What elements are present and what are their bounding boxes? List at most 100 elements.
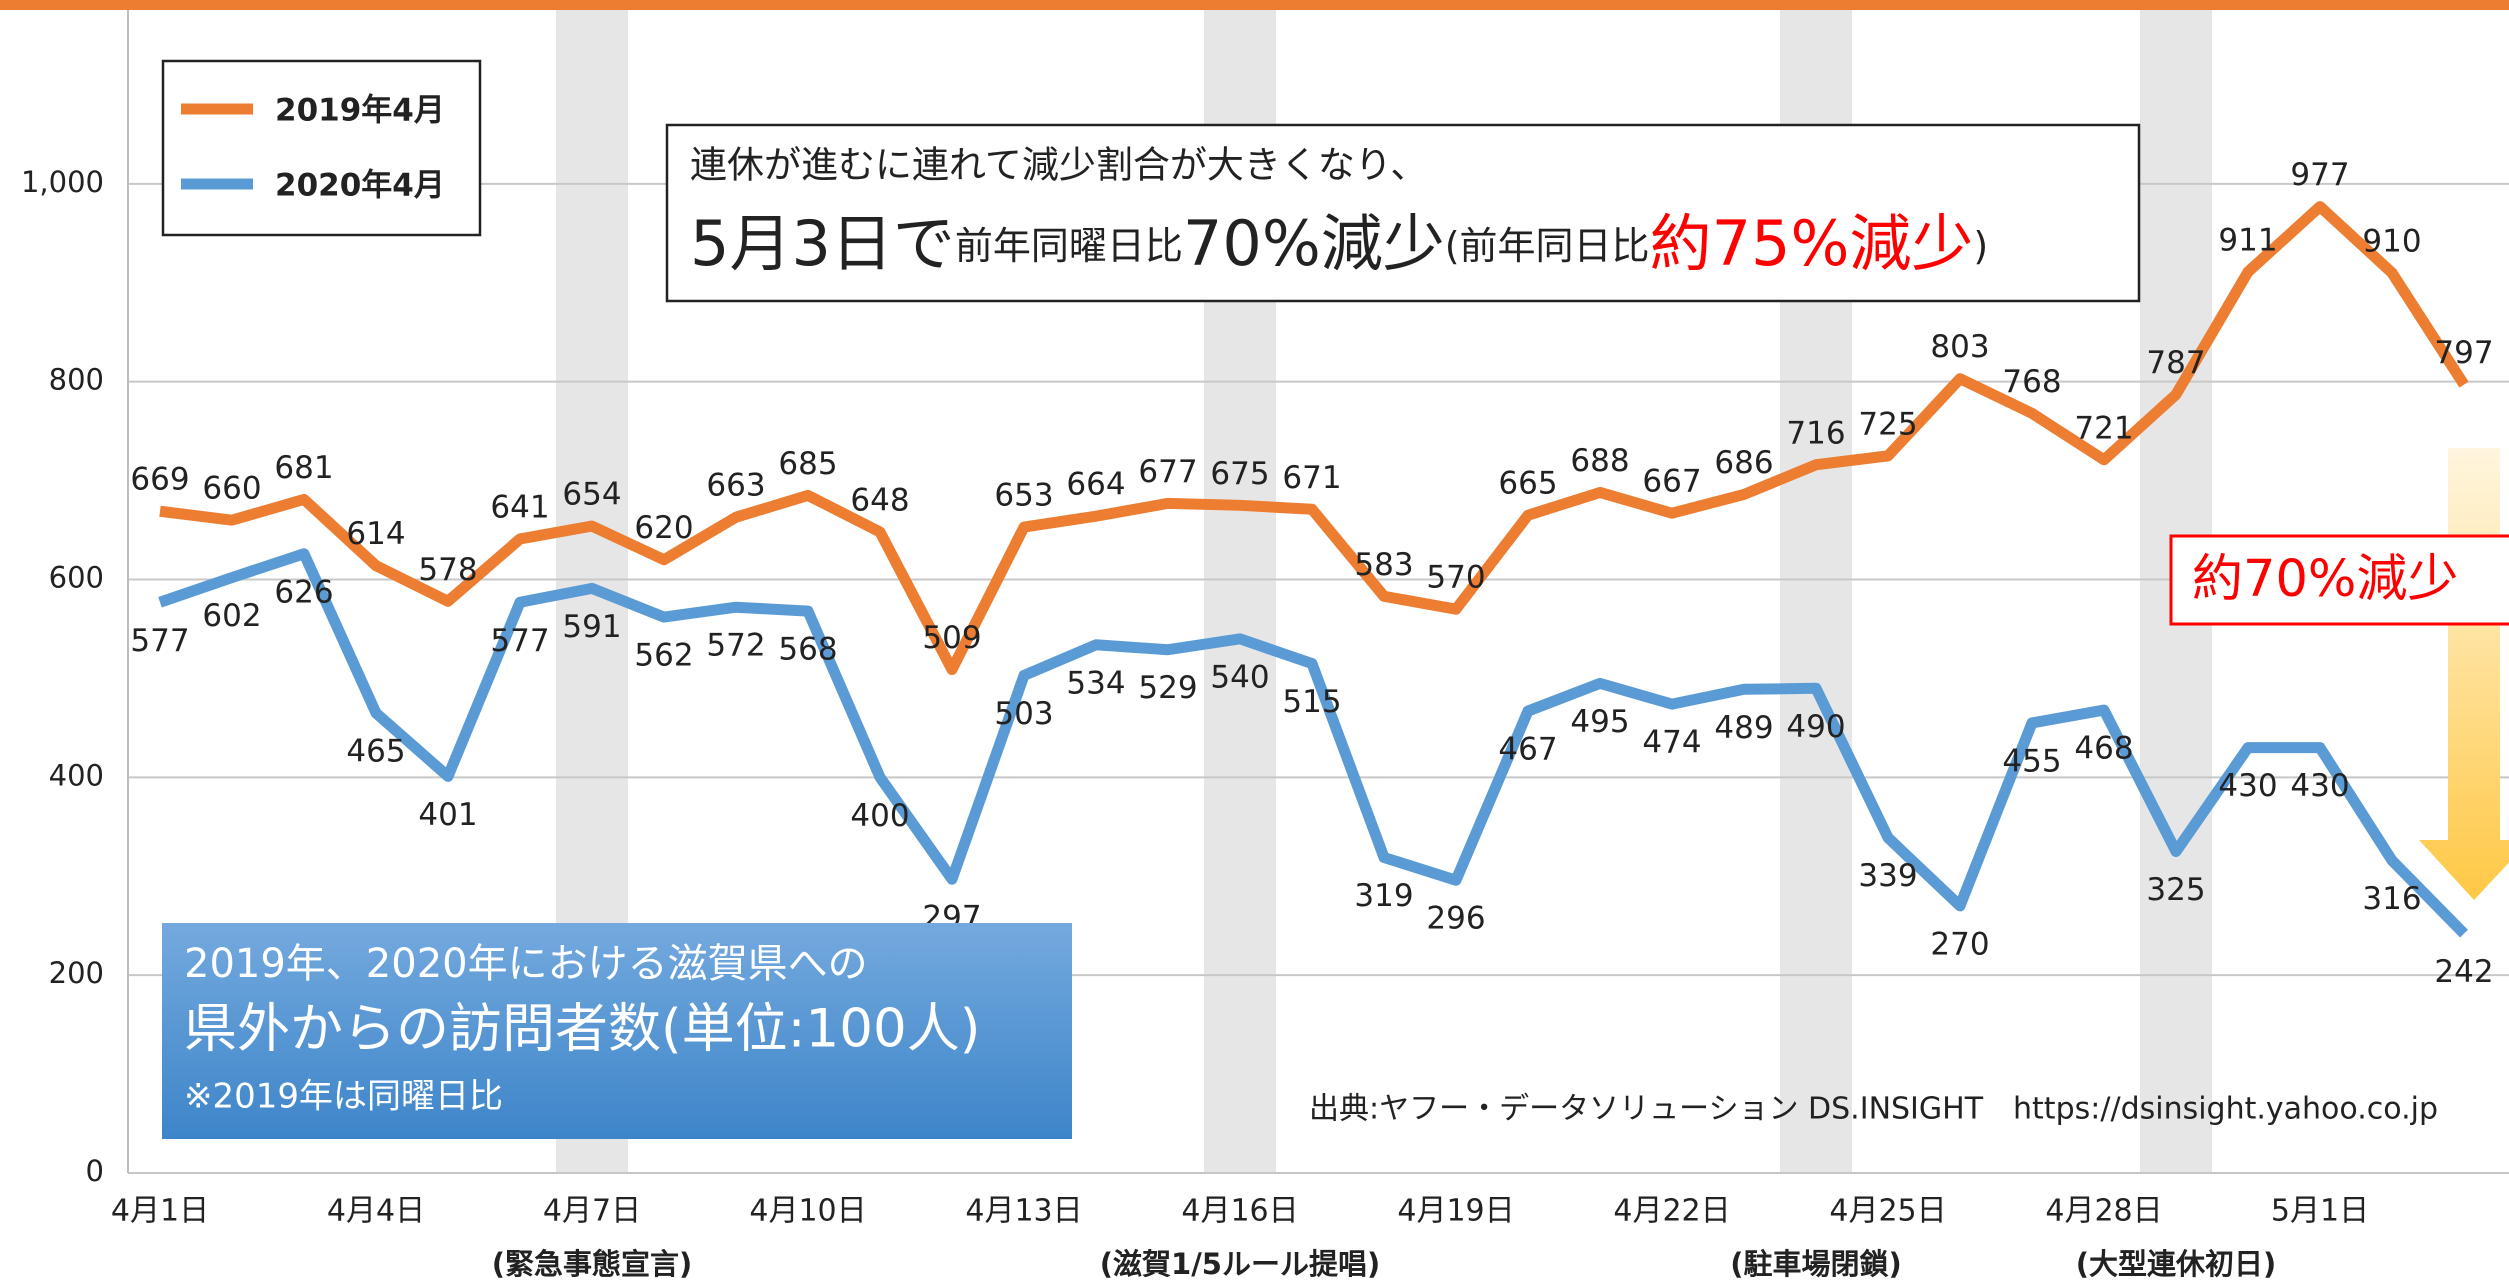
x-tick-label: 4月22日 bbox=[1613, 1194, 1730, 1229]
data-label: 675 bbox=[1210, 456, 1269, 492]
y-tick-label: 200 bbox=[49, 956, 104, 990]
data-label: 686 bbox=[1714, 445, 1773, 481]
data-label: 474 bbox=[1642, 725, 1701, 761]
callout-part: 前年同曜日比 bbox=[955, 224, 1183, 268]
data-label: 681 bbox=[274, 450, 333, 486]
data-label: 534 bbox=[1066, 665, 1125, 701]
highlight-label: (大型連休初日) bbox=[2076, 1247, 2277, 1281]
data-label: 665 bbox=[1498, 466, 1557, 502]
lines bbox=[158, 201, 2469, 938]
y-tick-label: 0 bbox=[86, 1154, 104, 1188]
data-label: 529 bbox=[1138, 670, 1197, 706]
callout-part: 約75%減少 bbox=[1650, 207, 1974, 280]
data-label: 911 bbox=[2218, 222, 2277, 258]
y-tick-label: 400 bbox=[49, 758, 104, 792]
data-label: 977 bbox=[2290, 157, 2349, 193]
data-label: 721 bbox=[2074, 410, 2133, 446]
data-label: 620 bbox=[634, 510, 693, 546]
highlight-label: (駐車場閉鎖) bbox=[1730, 1247, 1902, 1281]
x-tick-label: 4月28日 bbox=[2045, 1194, 2162, 1229]
data-label: 688 bbox=[1570, 443, 1629, 479]
data-label: 325 bbox=[2146, 872, 2205, 908]
data-label: 660 bbox=[202, 471, 261, 507]
x-tick-label: 4月19日 bbox=[1397, 1194, 1514, 1229]
data-label: 465 bbox=[346, 734, 405, 770]
y-tick-label: 800 bbox=[49, 363, 104, 397]
top-bar bbox=[0, 0, 2509, 10]
data-label: 242 bbox=[2434, 954, 2493, 990]
data-label: 509 bbox=[922, 620, 981, 656]
data-label: 316 bbox=[2362, 881, 2421, 917]
callout-box bbox=[665, 123, 2141, 303]
data-label: 540 bbox=[1210, 659, 1269, 695]
title-line: ※2019年は同曜日比 bbox=[184, 1077, 503, 1117]
x-tick-label: 4月1日 bbox=[111, 1194, 209, 1229]
data-line bbox=[159, 201, 2469, 676]
data-label: 467 bbox=[1498, 732, 1557, 768]
data-label: 400 bbox=[850, 798, 909, 834]
source: 出典:ヤフー・データソリューション DS.INSIGHT https://dsi… bbox=[1309, 1092, 2438, 1127]
title-line: 2019年、2020年における滋賀県への bbox=[184, 941, 868, 987]
reduction-arrow bbox=[2419, 448, 2509, 900]
data-label: 648 bbox=[850, 483, 909, 519]
data-label: 577 bbox=[130, 623, 189, 659]
data-label: 578 bbox=[418, 552, 477, 588]
y-tick-label: 1,000 bbox=[21, 165, 104, 199]
data-label: 641 bbox=[490, 489, 549, 525]
data-label: 401 bbox=[418, 797, 477, 833]
data-label: 468 bbox=[2074, 731, 2133, 767]
x-tick-label: 4月13日 bbox=[965, 1194, 1082, 1229]
legend-label: 2020年4月 bbox=[275, 168, 445, 204]
data-label: 654 bbox=[562, 477, 621, 513]
data-label: 685 bbox=[778, 446, 837, 482]
title-box bbox=[162, 923, 1072, 1139]
data-label: 430 bbox=[2218, 768, 2277, 804]
data-label: 515 bbox=[1282, 684, 1341, 720]
data-label: 614 bbox=[346, 516, 405, 552]
data-label: 725 bbox=[1858, 406, 1917, 442]
data-label: 430 bbox=[2290, 768, 2349, 804]
data-label: 663 bbox=[706, 468, 765, 504]
callout-part: ) bbox=[1973, 224, 1988, 268]
highlight-label: (緊急事態宣言) bbox=[492, 1247, 693, 1281]
legend-label: 2019年4月 bbox=[275, 93, 445, 129]
data-label: 910 bbox=[2362, 223, 2421, 259]
callout-part: (前年同日比 bbox=[1445, 224, 1650, 268]
data-label: 671 bbox=[1282, 460, 1341, 496]
x-tick-label: 4月7日 bbox=[543, 1194, 641, 1229]
callout-line: 連休が進むに連れて減少割合が大きくなり、 bbox=[690, 144, 1427, 187]
legend-box bbox=[161, 59, 482, 237]
data-label: 716 bbox=[1786, 415, 1845, 451]
data-label: 626 bbox=[274, 574, 333, 610]
title-line: 県外からの訪問者数(単位:100人) bbox=[184, 999, 980, 1060]
x-tick-label: 4月4日 bbox=[327, 1194, 425, 1229]
data-label: 503 bbox=[994, 696, 1053, 732]
data-label: 562 bbox=[634, 638, 693, 674]
reduction-box bbox=[2169, 534, 2509, 626]
data-label: 570 bbox=[1426, 560, 1485, 596]
data-label: 296 bbox=[1426, 901, 1485, 937]
callout-part: 5月3日で bbox=[690, 207, 955, 280]
reduction-label: 約70%減少 bbox=[2192, 550, 2458, 609]
data-label: 583 bbox=[1354, 547, 1413, 583]
data-label: 667 bbox=[1642, 464, 1701, 500]
data-label: 797 bbox=[2434, 335, 2493, 371]
data-label: 490 bbox=[1786, 709, 1845, 745]
data-label: 489 bbox=[1714, 710, 1773, 746]
data-label: 664 bbox=[1066, 467, 1125, 503]
data-label: 602 bbox=[202, 598, 261, 634]
callout-line: 5月3日で前年同曜日比70%減少(前年同日比約75%減少) bbox=[690, 207, 1988, 280]
x-tick-label: 4月16日 bbox=[1181, 1194, 1298, 1229]
x-tick-label: 4月25日 bbox=[1829, 1194, 1946, 1229]
labels: (緊急事態宣言) (滋賀1/5ルール提唱) (駐車場閉鎖) (大型連休初日) 0 200 4… bbox=[21, 157, 2494, 1281]
data-label: 339 bbox=[1858, 858, 1917, 894]
data-label: 591 bbox=[562, 609, 621, 645]
data-line bbox=[158, 548, 2468, 938]
data-label: 495 bbox=[1570, 704, 1629, 740]
x-tick-label: 4月10日 bbox=[749, 1194, 866, 1229]
data-label: 653 bbox=[994, 478, 1053, 514]
data-label: 803 bbox=[1930, 329, 1989, 365]
data-label: 768 bbox=[2002, 364, 2061, 400]
